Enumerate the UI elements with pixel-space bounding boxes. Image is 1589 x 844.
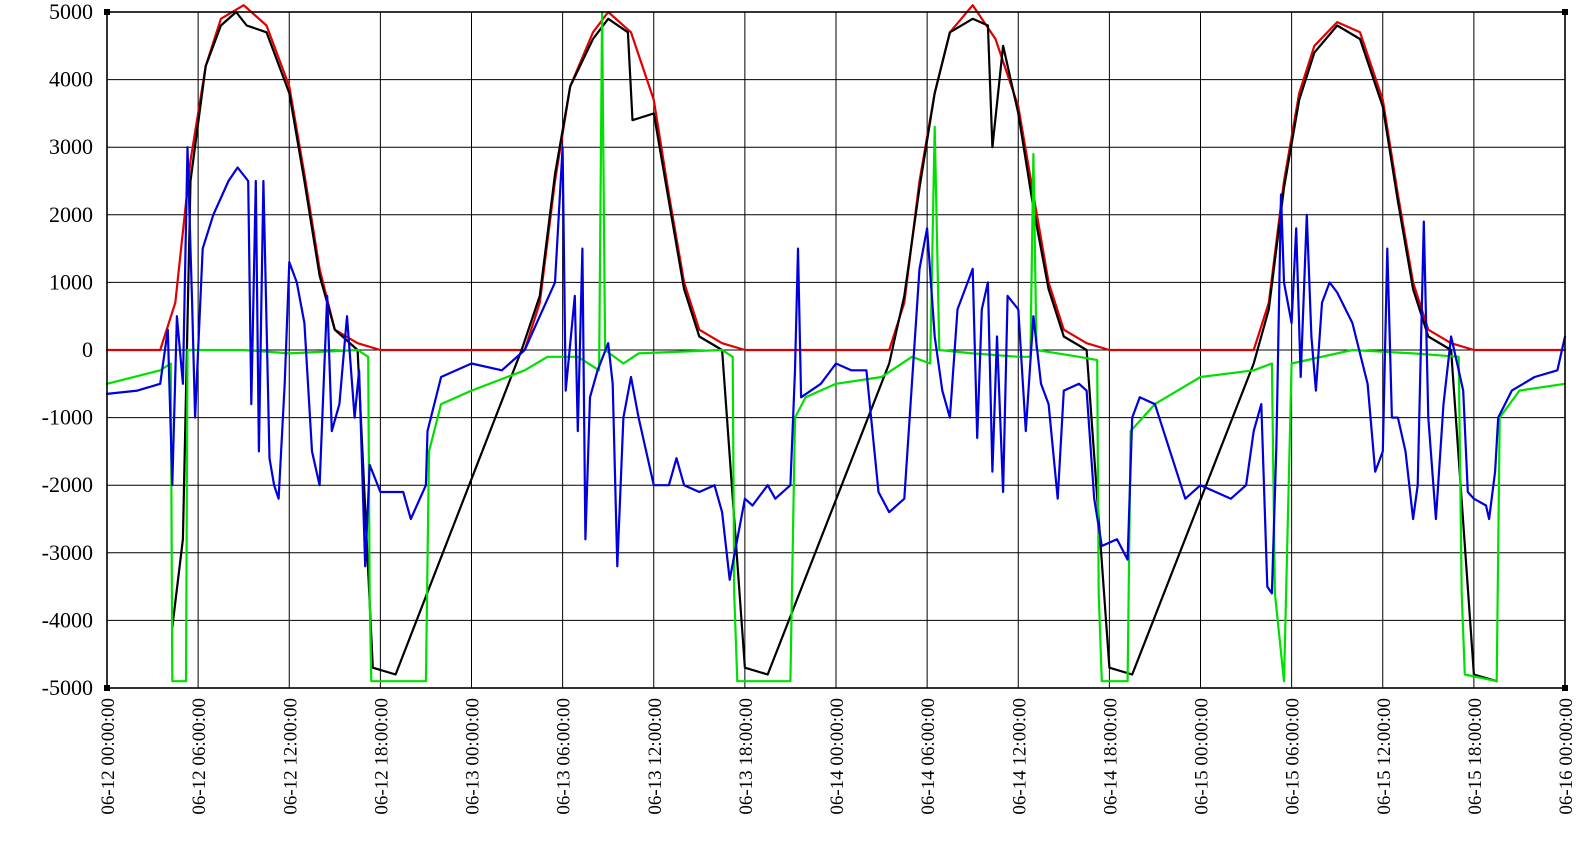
y-tick-label: -1000 (42, 405, 93, 430)
frame-corner-mark (1562, 685, 1568, 691)
series-line-1 (105, 4, 1567, 352)
x-tick-label: 06-14 00:00:00 (827, 698, 848, 815)
x-tick-label: 06-14 18:00:00 (1100, 698, 1121, 815)
plot-frame (106, 11, 1566, 689)
x-tick-label: 06-15 12:00:00 (1374, 698, 1395, 815)
y-tick-label: 3000 (49, 134, 93, 159)
x-tick-label: 06-13 00:00:00 (463, 698, 484, 815)
y-tick-label: 5000 (49, 0, 93, 24)
x-tick-label: 06-14 06:00:00 (918, 698, 939, 815)
x-tick-label: 06-16 00:00:00 (1556, 698, 1577, 815)
frame-corner-mark (1562, 9, 1568, 15)
x-tick-label: 06-15 06:00:00 (1283, 698, 1304, 815)
frame-corner-mark (104, 685, 110, 691)
x-tick-label: 06-12 06:00:00 (189, 698, 210, 815)
x-tick-label: 06-12 00:00:00 (98, 698, 119, 815)
series-line-3 (105, 10, 1567, 683)
x-axis-ticks: 06-12 00:00:00 06-12 06:00:00 06-12 12:00:… (98, 698, 1577, 815)
y-tick-label: 0 (82, 337, 93, 362)
y-tick-label: 4000 (49, 67, 93, 92)
x-tick-label: 06-12 18:00:00 (371, 698, 392, 815)
series-line-4 (105, 146, 1567, 595)
x-tick-label: 06-15 00:00:00 (1192, 698, 1213, 815)
y-tick-label: -3000 (42, 540, 93, 565)
frame-corners (104, 9, 1568, 691)
y-axis-ticks: 5000 4000 3000 2000 1000 0 -1000 -2000 -3000 -400… (42, 0, 93, 700)
x-tick-label: 06-13 12:00:00 (645, 698, 666, 815)
y-tick-label: -5000 (42, 675, 93, 700)
y-tick-label: -2000 (42, 472, 93, 497)
y-tick-label: -4000 (42, 607, 93, 632)
series-group (105, 4, 1567, 683)
x-tick-label: 06-14 12:00:00 (1009, 698, 1030, 815)
x-tick-label: 06-13 18:00:00 (736, 698, 757, 815)
series-line-2 (171, 10, 1498, 683)
frame-corner-mark (104, 9, 110, 15)
y-tick-label: 2000 (49, 202, 93, 227)
y-tick-label: 1000 (49, 269, 93, 294)
x-tick-label: 06-15 18:00:00 (1465, 698, 1486, 815)
x-tick-label: 06-12 12:00:00 (280, 698, 301, 815)
x-tick-label: 06-13 06:00:00 (554, 698, 575, 815)
